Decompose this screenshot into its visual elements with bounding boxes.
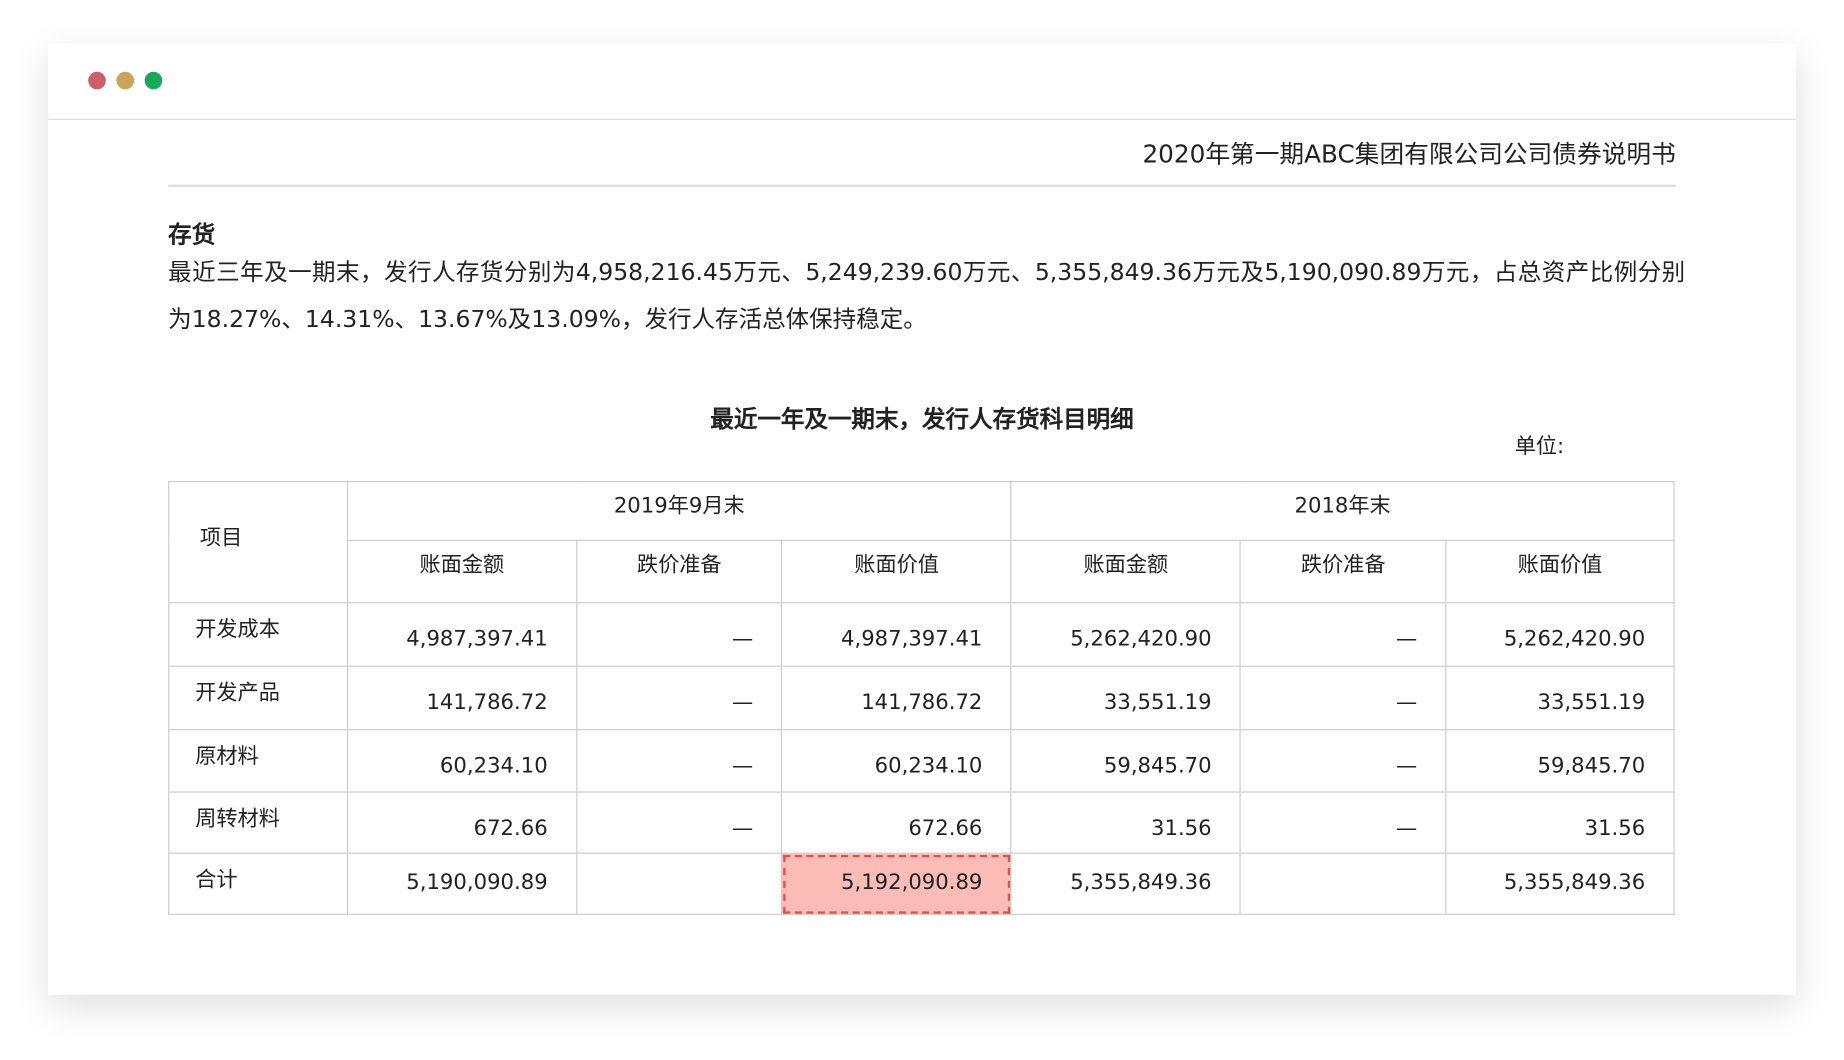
- table-row: 周转材料 672.66—672.66 31.56—31.56: [168, 791, 1675, 854]
- table-cell: 59,845.70: [1010, 729, 1242, 793]
- column-header: 账面金额: [346, 539, 578, 604]
- minimize-dot-icon[interactable]: [116, 71, 135, 90]
- table-row: 开发产品 141,786.72—141,786.72 33,551.19—33,55…: [168, 665, 1675, 731]
- table-cell: 5,190,090.89: [346, 852, 578, 915]
- table-cell: 33,551.19: [1010, 665, 1242, 731]
- row-label: 开发产品: [168, 665, 348, 731]
- inventory-table: 项目 2019年9月末 2018年末 账面金额 跌价准备 账面价值 账面金额 跌价准备账…: [168, 480, 1675, 915]
- table-cell: 33,551.19: [1445, 665, 1675, 731]
- group-header: 2018年末: [1010, 480, 1675, 541]
- section-paragraph: 最近三年及一期末，发行人存货分别为4,958,216.45万元、5,249,23…: [168, 257, 1686, 333]
- table-cell: 4,987,397.41: [346, 602, 578, 667]
- table-cell: 672.66: [346, 791, 578, 854]
- column-header: 账面价值: [1445, 539, 1675, 604]
- table-cell: 5,262,420.90: [1445, 602, 1675, 667]
- table-cell: 5,355,849.36: [1445, 852, 1675, 915]
- row-label: 周转材料: [168, 791, 348, 854]
- item-header: 项目: [168, 480, 348, 604]
- unit-label: 单位:: [1514, 433, 1565, 459]
- table-cell: —: [575, 729, 783, 793]
- table-cell: —: [575, 665, 783, 731]
- column-header: 跌价准备: [1239, 539, 1447, 604]
- document-title: 2020年第一期ABC集团有限公司公司债券说明书: [1142, 139, 1676, 169]
- title-bar: [48, 44, 1796, 120]
- table-cell: 672.66: [781, 791, 1012, 854]
- table-cell: 4,987,397.41: [781, 602, 1012, 667]
- table-cell: 60,234.10: [781, 729, 1012, 793]
- table-cell: —: [1239, 665, 1447, 731]
- row-label: 合计: [168, 852, 348, 915]
- row-label: 原材料: [168, 729, 348, 793]
- table-row: 合计 5,190,090.89 5,192,090.89 5,355,849.36 5,…: [168, 852, 1675, 915]
- table-cell: 31.56: [1010, 791, 1242, 854]
- row-label: 开发成本: [168, 602, 348, 667]
- table-cell: 59,845.70: [1445, 729, 1675, 793]
- close-dot-icon[interactable]: [88, 71, 106, 90]
- table-cell: —: [1239, 602, 1447, 667]
- highlighted-cell: 5,192,090.89: [781, 852, 1012, 915]
- table-cell: 5,262,420.90: [1010, 602, 1242, 667]
- section-heading: 存货: [168, 219, 216, 249]
- table-cell: 31.56: [1445, 791, 1675, 854]
- table-cell: —: [1239, 791, 1447, 854]
- column-header: 账面金额: [1010, 539, 1242, 604]
- group-header: 2019年9月末: [346, 480, 1012, 541]
- table-cell: [1239, 852, 1447, 915]
- table-cell: 141,786.72: [346, 665, 578, 731]
- table-row: 原材料 60,234.10—60,234.10 59,845.70—59,845.7…: [168, 729, 1675, 793]
- maximize-dot-icon[interactable]: [144, 71, 163, 90]
- table-cell: —: [575, 791, 783, 854]
- table-title: 最近一年及一期末，发行人存货科目明细: [710, 404, 1134, 433]
- table-cell: 141,786.72: [781, 665, 1012, 731]
- table-cell: 60,234.10: [346, 729, 578, 793]
- header-divider: [168, 184, 1676, 187]
- table-cell: —: [1239, 729, 1447, 793]
- table-cell: [575, 852, 783, 915]
- table-cell: —: [575, 602, 783, 667]
- column-header: 账面价值: [781, 539, 1012, 604]
- column-header: 跌价准备: [575, 539, 783, 604]
- document-window: 2020年第一期ABC集团有限公司公司债券说明书 存货 最近三年及一期末，发行人…: [48, 43, 1796, 995]
- table-row: 开发成本 4,987,397.41—4,987,397.41 5,262,420.9…: [168, 602, 1675, 667]
- table-cell: 5,355,849.36: [1010, 852, 1242, 915]
